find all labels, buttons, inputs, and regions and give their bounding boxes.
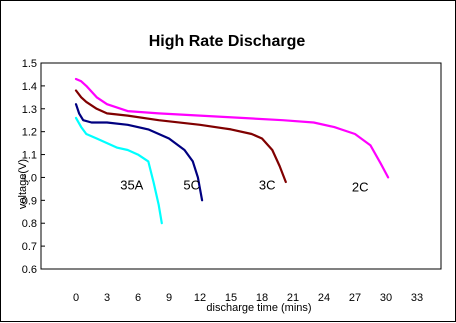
y-axis-title: voltage(V) [17,159,29,209]
x-axis-title: discharge time (mins) [206,302,311,314]
series-label-2c: 2C [352,180,369,195]
x-tick-label: 21 [287,292,299,304]
x-tick-label: 0 [73,292,79,304]
chart-title: High Rate Discharge [149,33,306,50]
x-tick-label: 15 [225,292,237,304]
y-tick-label: 0.7 [22,241,37,253]
x-tick-label: 24 [318,292,330,304]
x-tick-label: 3 [104,292,110,304]
series-line-3c [74,89,287,184]
series-lines [74,77,390,225]
series-line-35a [74,116,163,225]
x-tick-label: 18 [256,292,268,304]
series-label-35a: 35A [120,177,143,192]
x-tick-label: 6 [135,292,141,304]
series-line-5c [74,103,204,202]
y-tick-label: 1.0 [22,172,37,184]
y-tick-label: 1.5 [22,58,37,70]
x-tick-label: 30 [380,292,392,304]
series-labels: 35A 5C 3C 2C [120,177,368,194]
x-axis-ticks: 0 3 6 9 12 15 18 21 24 27 30 33 [73,292,423,304]
y-tick-label: 0.8 [22,218,37,230]
series-line-2c [74,77,390,179]
y-tick-label: 0.9 [22,195,37,207]
x-tick-label: 9 [166,292,172,304]
y-tick-label: 1.4 [22,81,37,93]
plot-area [40,62,442,270]
series-label-3c: 3C [259,177,276,192]
y-tick-label: 1.2 [22,127,37,139]
y-tick-label: 0.6 [22,264,37,276]
y-tick-label: 1.1 [22,150,37,162]
series-label-5c: 5C [183,177,200,192]
x-tick-label: 27 [349,292,361,304]
y-axis-ticks: 0.6 0.7 0.8 0.9 1.0 1.1 1.2 1.3 1.4 1.5 [22,58,45,276]
y-tick-label: 1.3 [22,104,37,116]
x-tick-label: 33 [411,292,423,304]
x-tick-label: 12 [194,292,206,304]
